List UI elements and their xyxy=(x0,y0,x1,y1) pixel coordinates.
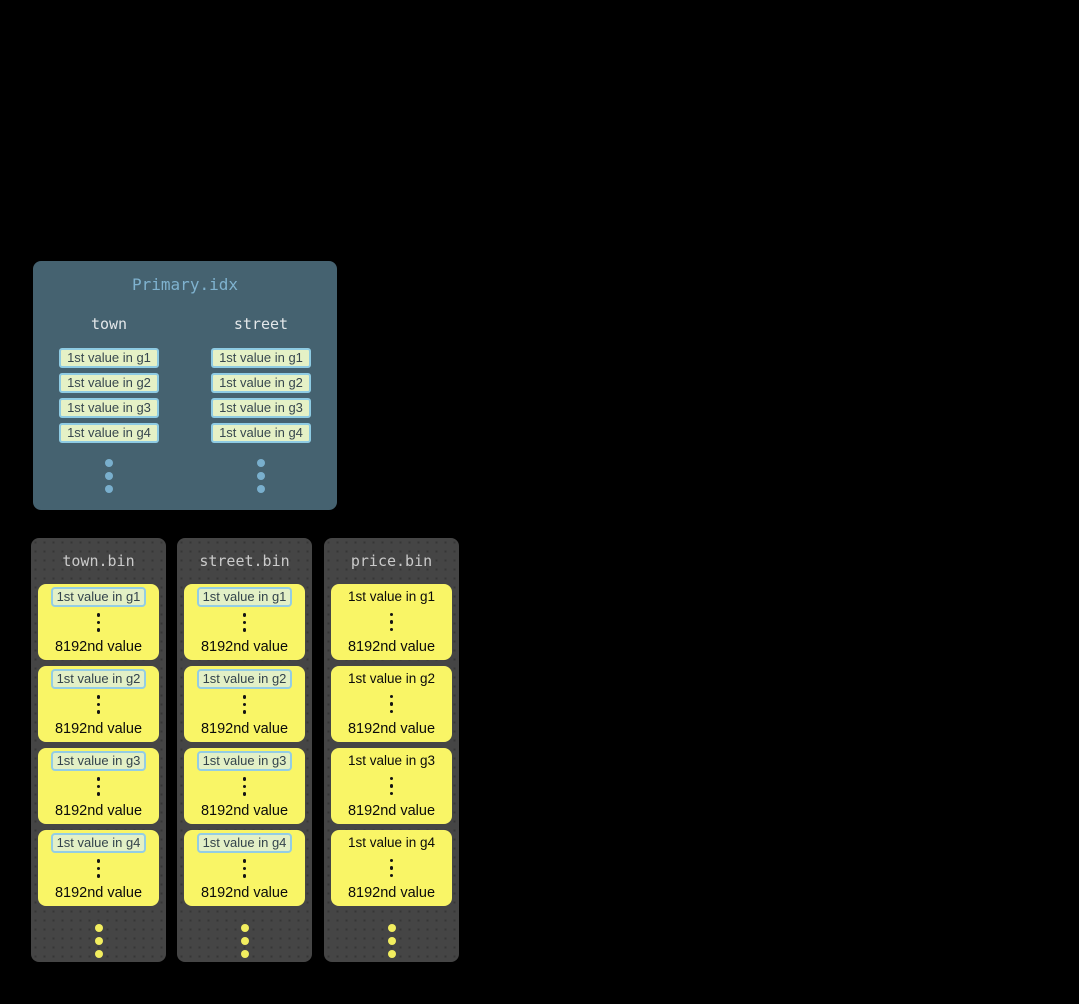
ellipsis-dots-icon xyxy=(389,612,394,632)
street-bin-title: street.bin xyxy=(199,552,290,570)
granule-last-value: 8192nd value xyxy=(54,721,143,737)
granule-box: 1st value in g2 8192nd value xyxy=(331,666,452,742)
granule-box: 1st value in g3 8192nd value xyxy=(38,748,159,824)
index-mark-entry: 1st value in g2 xyxy=(211,373,311,393)
granule-last-value: 8192nd value xyxy=(54,803,143,819)
ellipsis-dots-icon xyxy=(387,924,396,958)
granule-last-value: 8192nd value xyxy=(54,885,143,901)
granule-last-value: 8192nd value xyxy=(200,803,289,819)
ellipsis-dots-icon xyxy=(257,459,265,493)
index-mark-entry: 1st value in g1 xyxy=(211,348,311,368)
index-mark-entry: 1st value in g4 xyxy=(211,423,311,443)
granule-box: 1st value in g3 8192nd value xyxy=(331,748,452,824)
granule-last-value: 8192nd value xyxy=(200,639,289,655)
ellipsis-dots-icon xyxy=(242,613,247,632)
ellipsis-dots-icon xyxy=(94,924,103,958)
granule-box: 1st value in g3 8192nd value xyxy=(184,748,305,824)
town-bin-title: town.bin xyxy=(62,552,135,570)
granule-first-value: 1st value in g1 xyxy=(50,587,147,607)
primary-idx-panel: Primary.idx town 1st value in g1 1st val… xyxy=(33,261,337,510)
index-mark-entry: 1st value in g1 xyxy=(59,348,159,368)
granule-last-value: 8192nd value xyxy=(347,803,436,819)
ellipsis-dots-icon xyxy=(242,859,247,878)
index-mark-entry: 1st value in g4 xyxy=(59,423,159,443)
granule-box: 1st value in g1 8192nd value xyxy=(331,584,452,660)
town-bin-panel: town.bin 1st value in g1 8192nd value 1s… xyxy=(31,538,166,962)
primary-columns: town 1st value in g1 1st value in g2 1st… xyxy=(33,315,337,493)
ellipsis-dots-icon xyxy=(240,924,249,958)
column-header-street: street xyxy=(233,315,289,333)
granule-list: 1st value in g1 8192nd value 1st value i… xyxy=(31,584,166,958)
granule-first-value: 1st value in g1 xyxy=(347,589,436,604)
ellipsis-dots-icon xyxy=(96,695,101,714)
ellipsis-dots-icon xyxy=(242,695,247,714)
granule-box: 1st value in g2 8192nd value xyxy=(184,666,305,742)
granule-first-value: 1st value in g2 xyxy=(196,669,293,689)
ellipsis-dots-icon xyxy=(389,858,394,878)
granule-first-value: 1st value in g3 xyxy=(347,753,436,768)
granule-box: 1st value in g4 8192nd value xyxy=(331,830,452,906)
granule-last-value: 8192nd value xyxy=(347,639,436,655)
column-header-town: town xyxy=(90,315,128,333)
price-bin-title: price.bin xyxy=(350,552,433,570)
granule-first-value: 1st value in g4 xyxy=(196,833,293,853)
granule-first-value: 1st value in g2 xyxy=(50,669,147,689)
ellipsis-dots-icon xyxy=(389,776,394,796)
street-bin-panel: street.bin 1st value in g1 8192nd value … xyxy=(177,538,312,962)
granule-box: 1st value in g4 8192nd value xyxy=(184,830,305,906)
ellipsis-dots-icon xyxy=(96,777,101,796)
primary-column-street: street 1st value in g1 1st value in g2 1… xyxy=(185,315,337,493)
index-mark-entry: 1st value in g2 xyxy=(59,373,159,393)
granule-first-value: 1st value in g2 xyxy=(347,671,436,686)
primary-column-town: town 1st value in g1 1st value in g2 1st… xyxy=(33,315,185,493)
index-mark-entry: 1st value in g3 xyxy=(59,398,159,418)
granule-box: 1st value in g1 8192nd value xyxy=(38,584,159,660)
primary-idx-title: Primary.idx xyxy=(132,275,238,294)
ellipsis-dots-icon xyxy=(242,777,247,796)
granule-first-value: 1st value in g1 xyxy=(196,587,293,607)
granule-box: 1st value in g4 8192nd value xyxy=(38,830,159,906)
granule-first-value: 1st value in g3 xyxy=(196,751,293,771)
ellipsis-dots-icon xyxy=(96,859,101,878)
granule-last-value: 8192nd value xyxy=(347,721,436,737)
granule-box: 1st value in g1 8192nd value xyxy=(184,584,305,660)
granule-last-value: 8192nd value xyxy=(200,721,289,737)
granule-last-value: 8192nd value xyxy=(54,639,143,655)
granule-box: 1st value in g2 8192nd value xyxy=(38,666,159,742)
ellipsis-dots-icon xyxy=(96,613,101,632)
granule-list: 1st value in g1 8192nd value 1st value i… xyxy=(177,584,312,958)
ellipsis-dots-icon xyxy=(105,459,113,493)
granule-first-value: 1st value in g3 xyxy=(50,751,147,771)
granule-last-value: 8192nd value xyxy=(200,885,289,901)
granule-list: 1st value in g1 8192nd value 1st value i… xyxy=(324,584,459,958)
granule-first-value: 1st value in g4 xyxy=(347,835,436,850)
granule-last-value: 8192nd value xyxy=(347,885,436,901)
granule-first-value: 1st value in g4 xyxy=(50,833,147,853)
price-bin-panel: price.bin 1st value in g1 8192nd value 1… xyxy=(324,538,459,962)
index-mark-entry: 1st value in g3 xyxy=(211,398,311,418)
ellipsis-dots-icon xyxy=(389,694,394,714)
